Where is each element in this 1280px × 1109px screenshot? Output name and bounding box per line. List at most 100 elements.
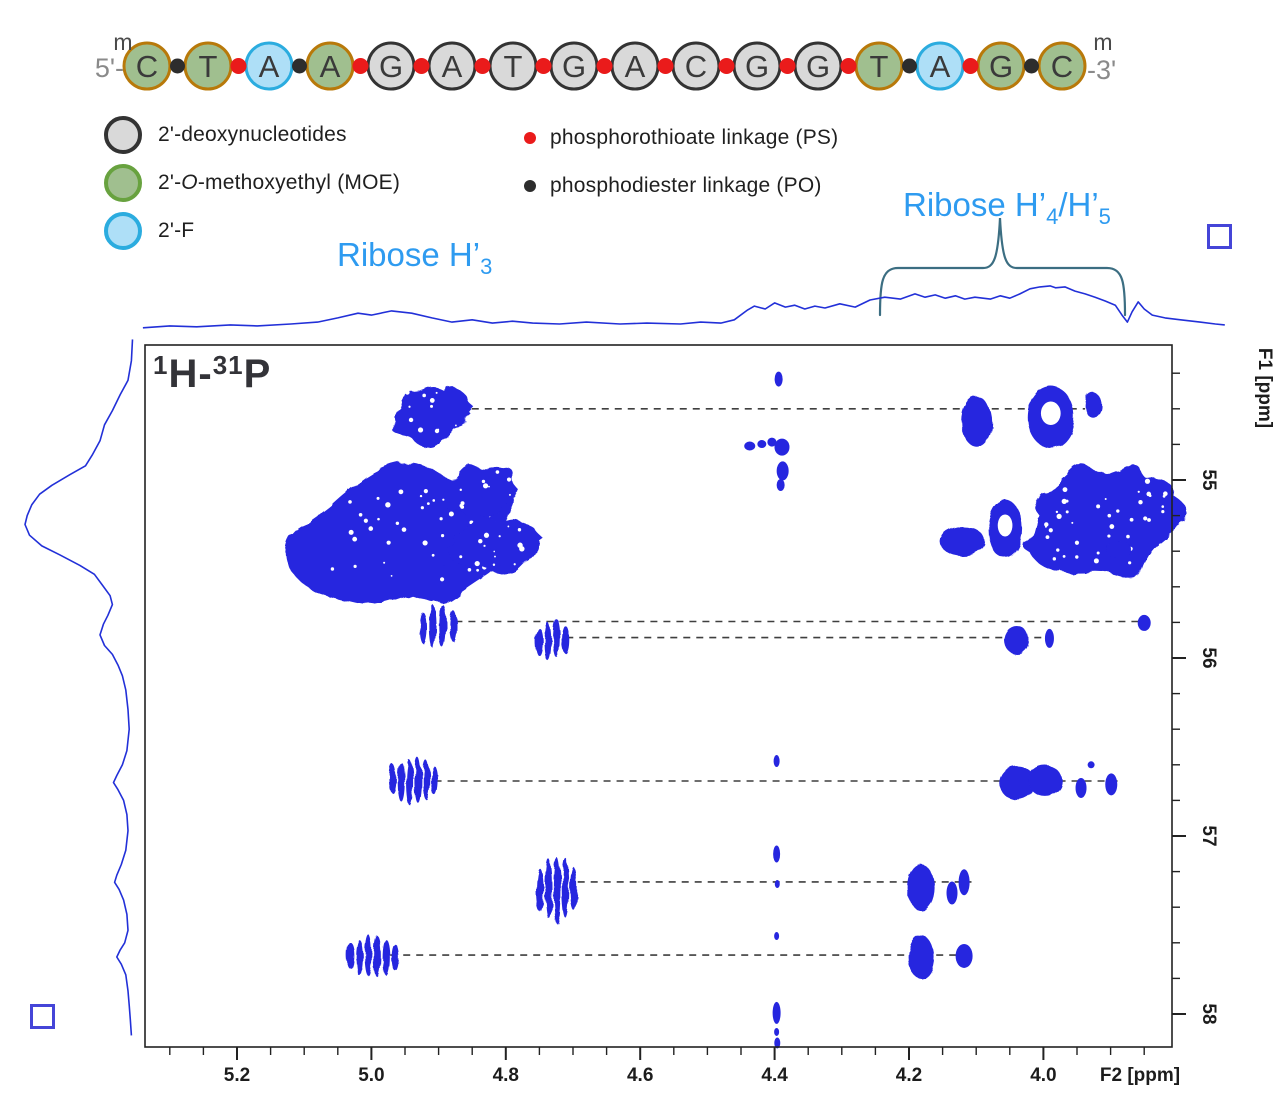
ribose-h3-annotation: Ribose H’3 [337,236,493,279]
legend-item-deoxy: 2'-deoxynucleotides [104,116,347,154]
peak-c-left [389,757,439,806]
linkage-dot-po [902,58,917,74]
linkage-dot-ps [657,58,674,74]
peak-connector-lines [390,407,1143,956]
peak-chain-2 [757,440,767,449]
peak-b1-right [1137,614,1151,631]
peak-chain-5 [776,461,789,481]
x-tick-label: 4.0 [1030,1065,1056,1086]
peak-streak-1 [774,371,783,387]
peak-streak-3 [773,845,781,863]
x-tick-label: 4.2 [896,1065,922,1086]
peak-a-right-donut [1027,385,1075,448]
deoxy-circle-icon [104,116,142,154]
linkage-dot-po [170,58,185,74]
legend-label-po: phosphodiester linkage (PO) [550,174,822,197]
linkage-dot-ps [840,58,857,74]
linkage-dot-po [1024,58,1039,74]
peak-streak-6 [772,1001,781,1024]
y-tick-label: 57 [1198,825,1219,846]
peak-d-left [536,857,578,924]
plot-frame [144,344,1173,1048]
peak-streak-8 [774,1037,781,1049]
legend-item-po: phosphodiester linkage (PO) [524,174,822,198]
legend-item-2f: 2'-F [104,212,194,250]
peak-streak-4 [774,880,780,889]
legend-label-2f: 2'-F [158,219,195,242]
ps-dot-icon [524,132,536,144]
linkage-dot-ps [413,58,430,74]
top-projection-trace [142,285,1225,329]
peak-b2-right [1004,626,1030,655]
residue-4-A: A [305,41,355,91]
five-prime-label: 5'- [95,53,124,83]
peak-chain-1 [744,441,756,451]
linkage-dot-ps [718,58,735,74]
axis-ticks: 5.2 5.0 4.8 4.6 4.4 4.2 4.0 55 56 57 58 [169,372,1219,1086]
peak-chain-3 [767,437,777,447]
legend-label-ps: phosphorothioate linkage (PS) [550,126,839,149]
legend-label-deoxy: 2'-deoxynucleotides [158,123,347,146]
residue-letter: A [259,49,280,84]
peak-c-right-2 [1075,777,1087,798]
selection-handle-bottom-left[interactable] [30,1004,55,1029]
moe-circle-icon [104,164,142,202]
peak-streak-2 [773,755,780,768]
residue-letter: G [989,49,1013,84]
fluoro-circle-icon [104,212,142,250]
linkage-dot-po [292,58,307,74]
peak-band-left-sat2 [449,515,544,573]
methyl-mark: m [1093,29,1112,55]
residue-letter: T [504,49,523,84]
peak-b2-right-2 [1044,628,1054,648]
y-tick-label: 55 [1198,469,1219,491]
peak-e-right [908,935,935,979]
peak-c-right [999,765,1063,800]
oligonucleotide-sequence-strip: 5'- Cm T A A G A T G A C G G T A G Cm -3' [95,29,1116,91]
residue-letter: G [806,49,830,84]
residue-6-A: A [427,41,477,91]
peak-e-right-2 [955,943,973,968]
y-axis-title: F1 [ppm] [1254,348,1275,428]
peak-d-right [907,864,935,911]
three-prime-label: -3' [1087,55,1116,85]
residue-letter: T [199,49,218,84]
x-tick-label: 5.2 [224,1065,250,1086]
residue-16-C: Cm [1037,29,1113,91]
x-tick-label: 4.6 [627,1065,653,1086]
linkage-dot-ps [352,58,369,74]
linkage-dot-ps [596,58,613,74]
peak-b2-left [535,619,570,661]
residue-7-T: T [488,41,538,91]
peak-band-right-1 [939,526,985,557]
selection-handle-top-right[interactable] [1207,224,1232,249]
peak-band-left-sat1 [445,464,520,522]
peak-a-left [389,386,475,448]
residue-5-G: G [366,41,416,91]
y-tick-label: 56 [1198,647,1219,668]
residue-letter: G [562,49,586,84]
legend-item-ps: phosphorothioate linkage (PS) [524,126,838,150]
left-projection-trace [24,339,134,1036]
contour-peaks [285,371,1186,1049]
residue-letter: G [745,49,769,84]
residue-letter: A [930,49,951,84]
brace-overlay [878,217,1127,317]
x-axis-title: F2 [ppm] [1100,1065,1180,1086]
residue-letter: C [1051,49,1073,84]
residue-letter: G [379,49,403,84]
spectrum-title: 1H-31P [153,350,272,396]
residue-letter: A [320,49,341,84]
linkage-dot-ps [962,58,979,74]
peak-a-right-1 [961,396,992,447]
projection-traces [24,285,1225,1036]
peak-b1-left [419,604,457,649]
ribose-h4-h5-annotation: Ribose H’4/H’5 [903,186,1111,229]
residue-letter: A [442,49,463,84]
x-tick-label: 4.8 [493,1065,519,1086]
peak-chain-4 [774,438,790,456]
residue-10-C: C [671,41,721,91]
residue-letter: A [625,49,646,84]
